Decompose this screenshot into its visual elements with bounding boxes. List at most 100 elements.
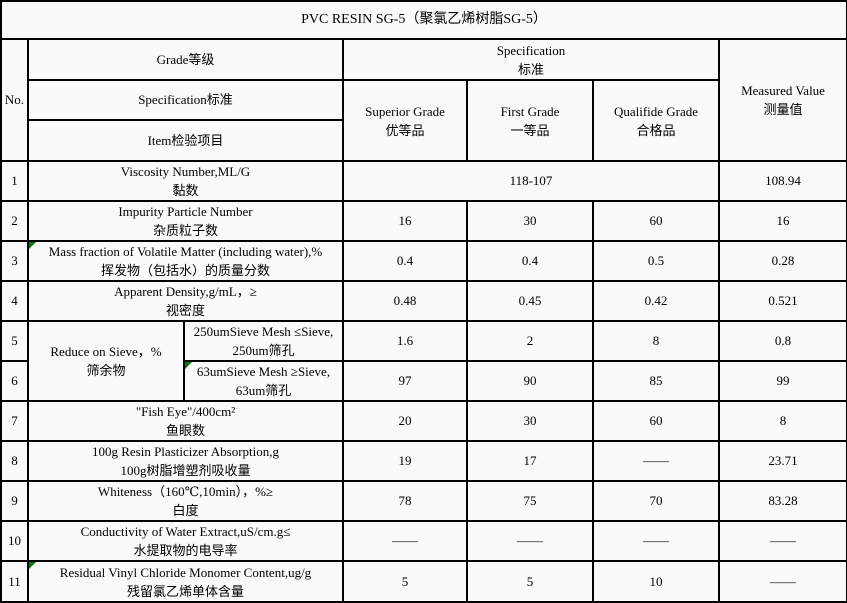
- measured-value: ——: [717, 520, 847, 562]
- header-qualifide-en: Qualifide Grade: [613, 103, 699, 119]
- header-superior-grade: Superior Grade 优等品: [342, 79, 468, 162]
- header-spec-label: Specification标准: [27, 79, 344, 121]
- row-number: 8: [0, 440, 29, 482]
- header-measured-cn: 测量值: [763, 102, 803, 117]
- item-cn: 250um筛孔: [232, 343, 295, 358]
- measured-value: 99: [717, 360, 847, 402]
- header-specification-cn: 标准: [517, 61, 544, 77]
- qualifide-value: 60: [592, 400, 720, 442]
- table-row: 3 Mass fraction of Volatile Matter (incl…: [0, 240, 847, 282]
- table-row: 6 63umSieve Mesh ≥Sieve, 63um筛孔 97 90 85…: [0, 360, 847, 402]
- superior-value: 78: [342, 480, 468, 522]
- header-qualifide-grade: Qualifide Grade 合格品: [592, 79, 720, 162]
- item-cell: "Fish Eye"/400cm² 鱼眼数: [27, 400, 344, 442]
- table-row: 10 Conductivity of Water Extract,uS/cm.g…: [0, 520, 847, 562]
- item-cn: 黏数: [172, 183, 199, 198]
- first-value: 75: [466, 480, 594, 522]
- superior-value: 0.48: [342, 280, 468, 322]
- item-sub-cell: 63umSieve Mesh ≥Sieve, 63um筛孔: [183, 360, 344, 402]
- item-cell: Viscosity Number,ML/G 黏数: [27, 160, 344, 202]
- qualifide-value: 8: [592, 320, 720, 362]
- row-number: 3: [0, 240, 29, 282]
- header-no: No.: [0, 38, 29, 162]
- row-number: 1: [0, 160, 29, 202]
- item-cn: 杂质粒子数: [152, 223, 218, 238]
- measured-value: 23.71: [717, 440, 847, 482]
- superior-value: 97: [342, 360, 468, 402]
- qualifide-value: ——: [592, 440, 720, 482]
- measured-value: 0.521: [717, 280, 847, 322]
- measured-value: 0.8: [717, 320, 847, 362]
- superior-value: 16: [342, 200, 468, 242]
- first-value: ——: [466, 520, 594, 562]
- header-measured-en: Measured Value: [741, 83, 825, 98]
- qualifide-value: 85: [592, 360, 720, 402]
- item-cn: 水提取物的电导率: [133, 543, 238, 558]
- qualifide-value: 70: [592, 480, 720, 522]
- item-group-en: Reduce on Sieve，%: [50, 344, 162, 359]
- row-number: 9: [0, 480, 29, 522]
- superior-value: 5: [342, 560, 468, 603]
- item-group-cell: Reduce on Sieve，% 筛余物: [27, 320, 185, 402]
- item-cell: Residual Vinyl Chloride Monomer Content,…: [27, 560, 344, 603]
- first-value: 30: [466, 400, 594, 442]
- table-row: 5 Reduce on Sieve，% 筛余物 250umSieve Mesh …: [0, 320, 847, 402]
- measured-value: 8: [717, 400, 847, 442]
- item-en: Viscosity Number,ML/G: [120, 164, 251, 179]
- table-row: 4 Apparent Density,g/mL，≥ 视密度 0.48 0.45 …: [0, 280, 847, 322]
- item-en: 250umSieve Mesh ≤Sieve,: [193, 324, 334, 339]
- header-first-en: First Grade: [500, 103, 560, 119]
- qualifide-value: 60: [592, 200, 720, 242]
- first-value: 17: [466, 440, 594, 482]
- first-value: 0.45: [466, 280, 594, 322]
- header-superior-en: Superior Grade: [365, 103, 445, 119]
- header-specification: Specification 标准: [342, 38, 720, 81]
- item-cn: 视密度: [165, 303, 205, 318]
- measured-value: 16: [717, 200, 847, 242]
- header-specification-en: Specification: [496, 42, 566, 58]
- first-value: 30: [466, 200, 594, 242]
- qualifide-value: 10: [592, 560, 720, 603]
- header-qualifide-cn: 合格品: [636, 122, 676, 138]
- table-row: 7 "Fish Eye"/400cm² 鱼眼数 20 30 60 8: [0, 400, 847, 442]
- item-en: "Fish Eye"/400cm²: [135, 404, 236, 419]
- table-row: 8 100g Resin Plasticizer Absorption,g 10…: [0, 440, 847, 482]
- table-row: 11 Residual Vinyl Chloride Monomer Conte…: [0, 560, 847, 603]
- header-item-label: Item检验项目: [27, 119, 344, 162]
- superior-value: 19: [342, 440, 468, 482]
- row-number: 5: [0, 320, 29, 362]
- superior-value: 1.6: [342, 320, 468, 362]
- item-cn: 残留氯乙烯单体含量: [126, 583, 244, 599]
- superior-value: ——: [342, 520, 468, 562]
- comment-marker-icon: [186, 363, 192, 369]
- page-title: PVC RESIN SG-5（聚氯乙烯树脂SG-5）: [0, 0, 847, 40]
- item-cell: Mass fraction of Volatile Matter (includ…: [27, 240, 344, 282]
- item-en: Mass fraction of Volatile Matter (includ…: [48, 244, 323, 259]
- measured-value: ——: [717, 560, 847, 603]
- qualifide-value: 0.5: [592, 240, 720, 282]
- table-row: 1 Viscosity Number,ML/G 黏数 118-107 108.9…: [0, 160, 847, 202]
- item-cn: 白度: [172, 503, 199, 518]
- item-cell: Impurity Particle Number 杂质粒子数: [27, 200, 344, 242]
- first-value: 5: [466, 560, 594, 603]
- header-row-item: Item检验项目: [1, 119, 847, 162]
- item-en: Residual Vinyl Chloride Monomer Content,…: [59, 564, 312, 580]
- item-cell: Apparent Density,g/mL，≥ 视密度: [27, 280, 344, 322]
- title-row: PVC RESIN SG-5（聚氯乙烯树脂SG-5）: [0, 0, 847, 40]
- first-value: 2: [466, 320, 594, 362]
- item-en: 100g Resin Plasticizer Absorption,g: [91, 444, 280, 459]
- item-cn: 挥发物（包括水）的质量分数: [100, 263, 270, 278]
- superior-value: 0.4: [342, 240, 468, 282]
- item-cell: Whiteness（160℃,10min），%≥ 白度: [27, 480, 344, 522]
- qualifide-value: 0.42: [592, 280, 720, 322]
- header-row-grade: No. Grade等级 Specification 标准 Measured Va…: [0, 38, 847, 162]
- comment-marker-icon: [30, 243, 36, 249]
- spec-span-value: 118-107: [342, 160, 720, 202]
- header-row-specification: Specification标准 Superior Grade 优等品 First…: [1, 79, 847, 162]
- item-group-cn: 筛余物: [86, 363, 126, 378]
- measured-value: 0.28: [717, 240, 847, 282]
- row-number: 2: [0, 200, 29, 242]
- measured-value: 83.28: [717, 480, 847, 522]
- qualifide-value: ——: [592, 520, 720, 562]
- item-en: Apparent Density,g/mL，≥: [114, 284, 257, 299]
